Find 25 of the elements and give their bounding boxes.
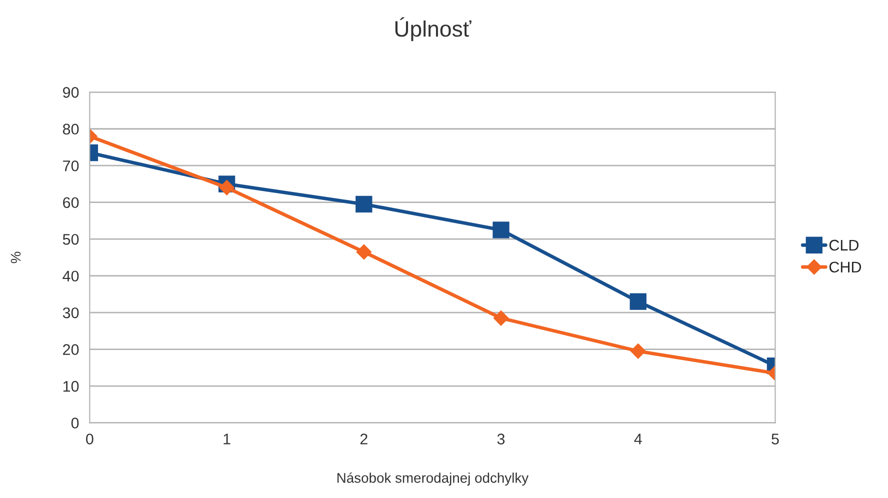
point bbox=[356, 196, 372, 213]
y-axis-title: % bbox=[10, 252, 21, 264]
legend-label: CHD bbox=[829, 262, 862, 273]
point bbox=[492, 222, 510, 238]
chart-title: Úplnosť bbox=[395, 17, 472, 42]
y-tick-label: 10 bbox=[63, 380, 79, 392]
y-tick-label: 20 bbox=[63, 344, 79, 356]
point bbox=[493, 310, 509, 326]
y-tick-label: 70 bbox=[63, 160, 79, 172]
y-tick-label: 50 bbox=[62, 234, 79, 245]
legend-label: CLD bbox=[829, 240, 858, 251]
y-tick-label: 30 bbox=[62, 307, 79, 318]
x-tick-label: 0 bbox=[86, 434, 94, 444]
y-tick-label: 90 bbox=[62, 87, 79, 98]
x-tick-label: 2 bbox=[360, 434, 368, 444]
point bbox=[356, 244, 372, 260]
x-tick-label: 4 bbox=[634, 434, 642, 444]
x-tick-label: 1 bbox=[224, 434, 230, 444]
y-tick-label: 80 bbox=[62, 124, 79, 135]
y-tick-label: 40 bbox=[62, 270, 79, 282]
x-axis-title: Násobok smerodajnej odchylky bbox=[337, 472, 529, 486]
y-tick-label: 60 bbox=[63, 197, 79, 208]
y-tick-label: 0 bbox=[71, 418, 79, 428]
x-tick-label: 3 bbox=[497, 434, 505, 444]
x-tick-label: 5 bbox=[772, 434, 779, 444]
